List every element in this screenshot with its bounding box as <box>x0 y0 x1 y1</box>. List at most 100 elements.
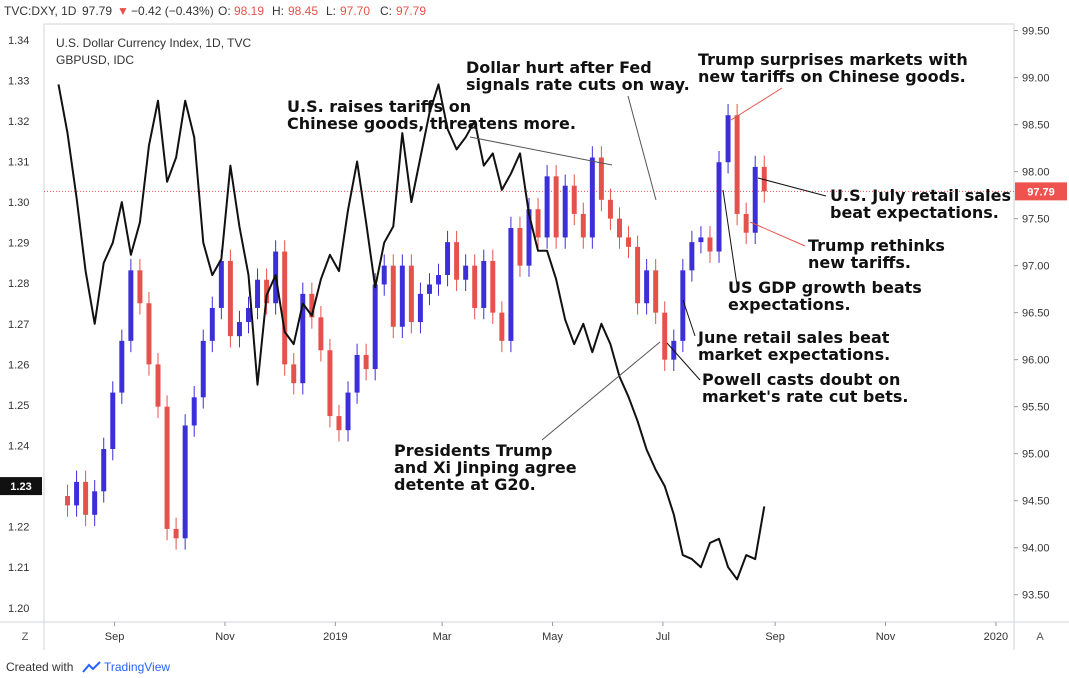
x-tick-label: Mar <box>433 631 452 643</box>
y-right-tick-label: 98.00 <box>1022 167 1050 179</box>
annotation-leader <box>627 95 657 201</box>
dxy-candle <box>463 265 469 280</box>
zoom-button[interactable]: Z <box>22 631 29 643</box>
x-tick-label: Nov <box>215 631 235 643</box>
dxy-candle <box>517 228 523 266</box>
left-price-tag-label: 1.23 <box>10 481 31 493</box>
y-right-tick-label: 95.50 <box>1022 402 1050 414</box>
y-right-tick-label: 96.50 <box>1022 308 1050 320</box>
y-right-tick-label: 93.50 <box>1022 590 1050 602</box>
dxy-candle <box>481 260 487 308</box>
dxy-candle <box>110 392 116 449</box>
annotation-leader <box>682 299 696 337</box>
dxy-candle <box>408 265 414 323</box>
dxy-candle <box>381 265 387 285</box>
chart-canvas[interactable]: 1.34 1.33 1.32 1.31 1.30 1.29 1.28 1.27 1.26 1.25… <box>0 0 1069 652</box>
dxy-candle <box>698 237 704 243</box>
annotation-a2-line: signals rate cuts on way. <box>466 75 690 94</box>
dxy-candle <box>689 242 695 271</box>
dxy-candle <box>535 209 541 238</box>
annotation-a9-line: detente at G20. <box>394 475 536 494</box>
y-right-tick-label: 96.00 <box>1022 355 1050 367</box>
annotation-a4-line: beat expectations. <box>830 203 999 222</box>
y-right-tick-label: 94.50 <box>1022 496 1050 508</box>
y-left-tick-label: 1.29 <box>8 238 29 250</box>
annotation-a8-line: Powell casts doubt on <box>702 370 900 389</box>
dxy-candle <box>445 242 451 276</box>
dxy-candle <box>734 115 740 214</box>
annotation-leader <box>749 221 806 247</box>
left-price-tag <box>0 477 42 496</box>
open-label: O: <box>218 4 231 18</box>
dxy-candle <box>83 481 89 515</box>
annotation-leader <box>666 342 701 381</box>
symbol-label[interactable]: TVC:DXY, 1D <box>4 4 77 18</box>
dxy-candle <box>291 364 297 384</box>
dxy-candle <box>155 364 161 407</box>
open-value: 98.19 <box>234 4 265 18</box>
annotation-a9-line: and Xi Jinping agree <box>394 458 577 477</box>
tradingview-logo-icon <box>82 661 101 673</box>
dxy-candle <box>164 406 170 529</box>
y-left-tick-label: 1.28 <box>8 278 29 290</box>
y-left-tick-label: 1.24 <box>8 441 29 453</box>
annotation-a7-line: market expectations. <box>698 345 890 364</box>
tradingview-link[interactable]: TradingView <box>104 660 171 674</box>
dxy-candle <box>436 275 442 285</box>
dxy-candle <box>417 293 423 323</box>
y-left-tick-label: 1.30 <box>8 197 29 209</box>
x-tick-label: Nov <box>876 631 896 643</box>
annotation-a6-line: expectations. <box>728 295 851 314</box>
annotation-a5-line: new tariffs. <box>808 253 911 272</box>
annotation-leader <box>541 341 661 441</box>
annotation-a7-line: June retail sales beat <box>697 328 890 347</box>
dxy-candle <box>390 265 396 327</box>
dxy-candle <box>562 185 568 238</box>
dxy-candle <box>345 392 351 431</box>
low-label: L: <box>326 4 337 18</box>
dxy-candle <box>571 185 577 214</box>
y-right-tick-label: 99.50 <box>1022 26 1050 38</box>
dxy-candle <box>616 218 622 238</box>
dxy-candle <box>282 251 288 365</box>
annotation-a3-line: Trump surprises markets with <box>698 50 968 69</box>
dxy-candle <box>246 307 251 323</box>
dxy-candle <box>318 317 324 351</box>
y-left-tick-label: 1.26 <box>8 359 29 371</box>
dxy-candle <box>354 354 360 393</box>
annotation-a2-line: Dollar hurt after Fed <box>466 58 652 77</box>
annotation-a1-line: U.S. raises tariffs on <box>287 97 471 116</box>
y-left-tick-label: 1.27 <box>8 319 29 331</box>
chart-subtitle: GBPUSD, IDC <box>56 53 134 67</box>
dxy-candle <box>653 270 659 313</box>
annotation-a9-line: Presidents Trump <box>394 441 552 460</box>
y-left-tick-label: 1.33 <box>8 75 29 87</box>
dxy-candle <box>264 279 270 304</box>
dxy-candle <box>372 284 378 370</box>
dxy-candle <box>662 312 668 360</box>
dxy-candle <box>182 425 188 539</box>
dxy-candle <box>191 397 197 426</box>
dxy-candle <box>644 270 650 304</box>
y-right-tick-label: 98.50 <box>1022 120 1050 132</box>
x-tick-label: 2020 <box>984 631 1008 643</box>
dxy-candle <box>472 265 478 308</box>
dxy-candle <box>173 528 179 539</box>
annotation-a8-line: market's rate cut bets. <box>702 387 908 406</box>
auto-scale-button[interactable]: A <box>1036 631 1044 643</box>
last-price: 97.79 <box>82 4 113 18</box>
dxy-candle <box>236 322 242 337</box>
low-value: 97.70 <box>340 4 371 18</box>
y-right-tick-label: 95.00 <box>1022 449 1050 461</box>
annotation-leader <box>722 189 738 286</box>
dxy-candle <box>544 176 550 238</box>
annotation-leader <box>757 177 827 197</box>
dxy-candle <box>553 176 559 238</box>
y-left-tick-label: 1.22 <box>8 522 29 534</box>
dxy-candle <box>327 350 333 417</box>
dxy-candle <box>598 157 604 200</box>
dxy-candle <box>490 260 496 313</box>
dxy-candle <box>526 209 532 266</box>
dxy-candle <box>426 284 432 294</box>
dxy-candle <box>309 293 315 318</box>
